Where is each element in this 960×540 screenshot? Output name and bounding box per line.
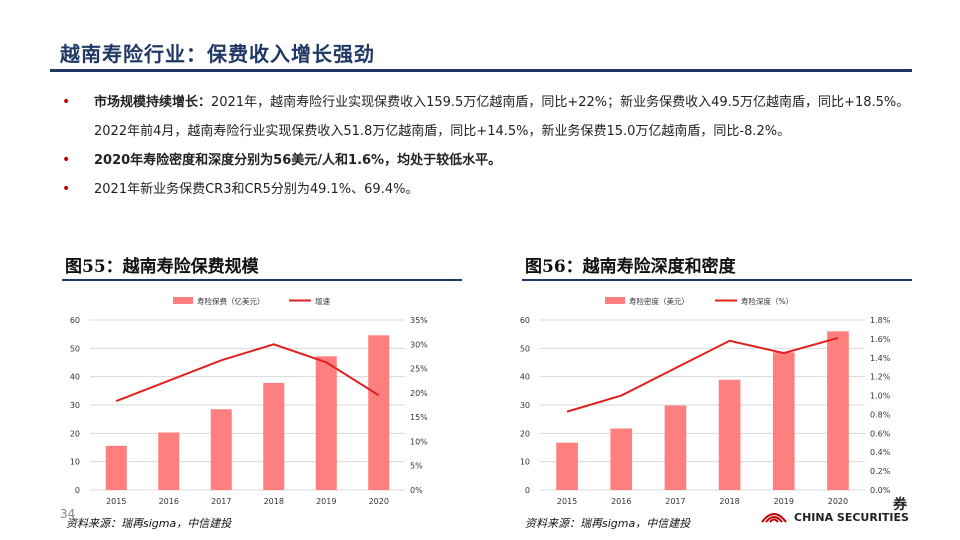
legend-line-label: 寿险深度（%） <box>741 296 793 306</box>
y-tick-label: 10 <box>520 458 530 467</box>
y-tick-label: 20 <box>70 429 80 438</box>
x-tick-label: 2017 <box>665 497 685 506</box>
legend-line-label: 增速 <box>315 296 330 306</box>
china-securities-logo: CHINA SECURITIES <box>760 510 909 524</box>
legend-bar-label: 寿险密度（美元） <box>629 296 689 306</box>
page-number: 34 <box>60 507 76 521</box>
china-securities-logo-icon <box>761 513 787 523</box>
bullet-text: 2021年新业务保费CR3和CR5分别为49.1%、69.4%。 <box>94 182 419 197</box>
bar <box>315 356 337 490</box>
bar <box>263 382 285 490</box>
bar <box>664 405 687 490</box>
y2-tick-label: 0.6% <box>870 429 891 438</box>
y2-tick-label: 0.4% <box>870 448 891 457</box>
x-tick-label: 2020 <box>369 497 389 506</box>
figure-56-title: 图56：越南寿险深度和密度 <box>525 257 736 277</box>
y-tick-label: 20 <box>520 429 530 438</box>
y-tick-label: 30 <box>70 401 80 410</box>
x-tick-label: 2018 <box>719 497 739 506</box>
y-tick-label: 60 <box>520 316 530 325</box>
x-tick-label: 2015 <box>557 497 577 506</box>
y2-tick-label: 35% <box>410 316 428 325</box>
y2-tick-label: 1.0% <box>870 392 891 401</box>
y2-tick-label: 25% <box>410 365 428 374</box>
bar <box>105 445 127 490</box>
y-tick-label: 40 <box>520 373 530 382</box>
x-tick-label: 2016 <box>159 497 179 506</box>
y2-tick-label: 10% <box>410 437 428 446</box>
bullet-list: • 市场规模持续增长：2021年，越南寿险行业实现保费收入159.5万亿越南盾，… <box>62 88 912 204</box>
title-divider <box>50 69 912 72</box>
x-tick-label: 2017 <box>211 497 231 506</box>
bullet-bold-text: 市场规模持续增长： <box>94 95 212 110</box>
x-tick-label: 2020 <box>828 497 848 506</box>
y2-tick-label: 1.4% <box>870 354 891 363</box>
footer-partial-char: 券 <box>893 497 907 513</box>
bar <box>556 442 578 490</box>
bullet-bold-text: 2020年寿险密度和深度分别为56美元/人和1.6%，均处于较低水平。 <box>94 153 502 168</box>
figure-55-divider <box>62 279 462 281</box>
y2-tick-label: 1.2% <box>870 373 891 382</box>
legend-bar-label: 寿险保费（亿美元） <box>197 296 265 306</box>
bullet-item-market-growth: • 市场规模持续增长：2021年，越南寿险行业实现保费收入159.5万亿越南盾，… <box>62 88 912 146</box>
bullet-text: 2021年，越南寿险行业实现保费收入159.5万亿越南盾，同比+22%；新业务保… <box>94 95 910 139</box>
bar <box>772 352 795 490</box>
depth-density-chart: 0 10 20 30 40 50 60 0.0% 0.2% 0.4% 0.6% 0.8% 1.0% 1.2… <box>520 296 891 506</box>
legend-bar-swatch <box>605 297 625 304</box>
premium-scale-chart: 0 10 20 30 40 50 60 0% 5% 10% 15% 20% 25% 30% 35% 2015 2… <box>70 296 428 506</box>
y-tick-label: 0 <box>75 486 80 495</box>
y2-tick-label: 0.8% <box>870 410 891 419</box>
y2-tick-label: 5% <box>410 462 423 471</box>
y-tick-label: 50 <box>520 344 530 353</box>
bar <box>610 428 633 490</box>
x-tick-label: 2019 <box>774 497 794 506</box>
series-line <box>115 343 380 403</box>
x-tick-label: 2018 <box>264 497 284 506</box>
y2-tick-label: 15% <box>410 413 428 422</box>
legend-bar-swatch <box>173 297 193 304</box>
bullet-dot-icon: • <box>62 94 71 110</box>
bar <box>368 335 390 490</box>
series-line <box>566 336 839 413</box>
figure-56-divider <box>522 279 912 281</box>
x-tick-label: 2019 <box>316 497 336 506</box>
x-tick-label: 2015 <box>106 497 126 506</box>
bar <box>210 409 232 490</box>
y-tick-label: 50 <box>70 344 80 353</box>
y2-tick-label: 1.6% <box>870 335 891 344</box>
bullet-dot-icon: • <box>62 181 71 197</box>
y2-tick-label: 0.0% <box>870 486 891 495</box>
logo-text: CHINA SECURITIES <box>794 510 909 524</box>
y2-tick-label: 20% <box>410 389 428 398</box>
bullet-item-concentration: • 2021年新业务保费CR3和CR5分别为49.1%、69.4%。 <box>62 175 912 204</box>
bar <box>718 379 741 490</box>
figure-55-title: 图55：越南寿险保费规模 <box>65 257 259 277</box>
y-tick-label: 40 <box>70 373 80 382</box>
x-tick-label: 2016 <box>611 497 631 506</box>
page-title: 越南寿险行业：保费收入增长强劲 <box>60 42 375 66</box>
y2-tick-label: 30% <box>410 340 428 349</box>
figure-55-source: 资料来源：瑞再sigma，中信建投 <box>66 517 232 530</box>
y2-tick-label: 0.2% <box>870 467 891 476</box>
bar <box>827 331 849 490</box>
y2-tick-label: 0% <box>410 486 423 495</box>
y2-tick-label: 1.8% <box>870 316 891 325</box>
bar <box>158 432 180 490</box>
bullet-item-density-depth: • 2020年寿险密度和深度分别为56美元/人和1.6%，均处于较低水平。 <box>62 146 912 175</box>
bullet-dot-icon: • <box>62 152 71 168</box>
y-tick-label: 10 <box>70 458 80 467</box>
y-tick-label: 60 <box>70 316 80 325</box>
y-tick-label: 0 <box>525 486 530 495</box>
y-tick-label: 30 <box>520 401 530 410</box>
figure-56-source: 资料来源：瑞再sigma，中信建投 <box>525 517 691 530</box>
